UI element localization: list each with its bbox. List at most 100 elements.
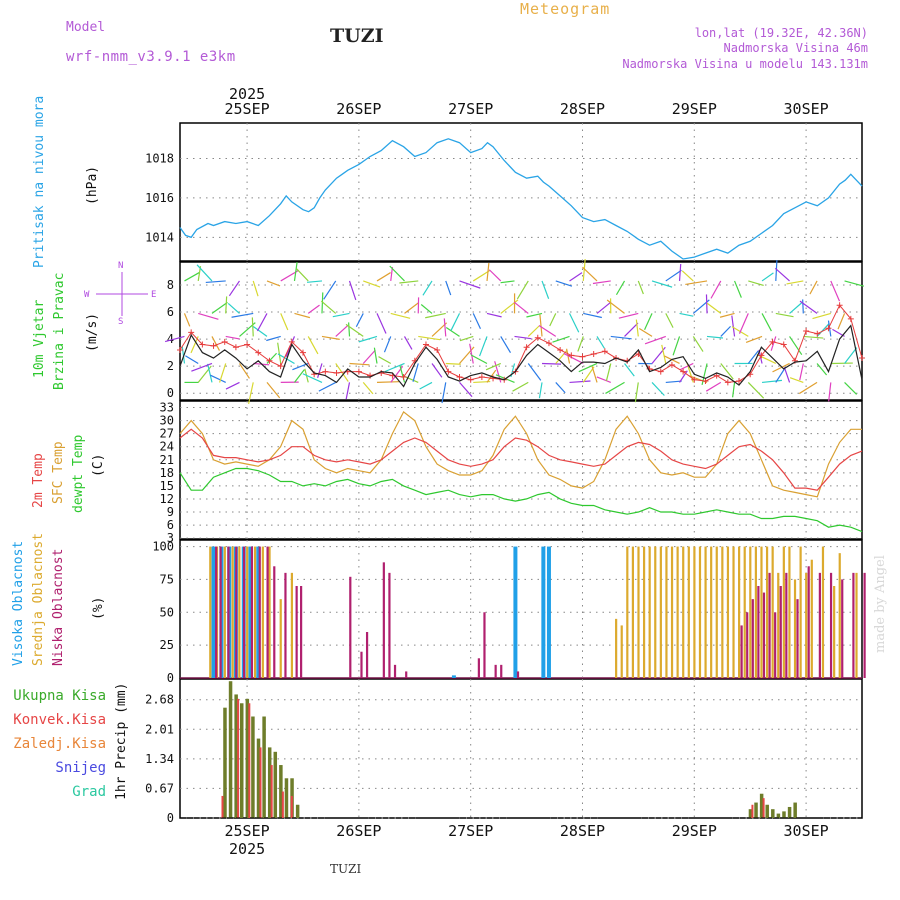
precip-bar-total (295, 804, 300, 818)
watermark-text: made by Angel (873, 555, 888, 653)
wind-arrow (592, 280, 611, 285)
y-tick-label: 1018 (145, 151, 174, 165)
wind-arrow (470, 354, 488, 364)
wind-arrow (527, 325, 540, 337)
cloud-bar-niska (740, 625, 743, 678)
wind-arrow (362, 349, 376, 364)
wind-arrow (816, 363, 828, 376)
wind-arrow (185, 355, 199, 364)
wind-arrow (207, 363, 213, 383)
cloud-bar-niska (494, 664, 497, 678)
model-elevation-label: Nadmorska Visina u modelu 143.131m (622, 57, 868, 71)
wind-arrow (761, 272, 774, 282)
cloud-bar-niska (774, 612, 777, 678)
precip-bar-total (262, 716, 266, 818)
x-tick-label-top: 30SEP (784, 100, 829, 118)
wind-arrow (210, 374, 226, 383)
wind-arrow (578, 362, 598, 373)
cloud-bar-srednja (620, 625, 623, 678)
precip-bar-convective (751, 804, 754, 818)
wind-gust-marker (579, 353, 586, 360)
product-title: Meteogram (520, 0, 611, 18)
wind-arrow (205, 280, 226, 284)
precip-bar-total (273, 751, 278, 818)
y-tick-label: 9 (167, 505, 174, 519)
wind-arrow (761, 313, 772, 332)
wind-arrow (358, 335, 378, 343)
wind-arrow (345, 382, 351, 400)
wind-arrow (527, 363, 542, 381)
wind-gust-marker (836, 302, 843, 309)
cloud-bar-srednja (223, 546, 226, 678)
wind-arrow (293, 262, 298, 282)
precip-bar-total (776, 813, 781, 818)
cloud-bar-srednja (721, 546, 724, 678)
y-tick-label: 27 (160, 427, 174, 441)
cloud-bar-srednja (799, 546, 802, 678)
cloud-bar-srednja (654, 546, 657, 678)
wind-arrow (665, 269, 682, 282)
cloud-bar-srednja (631, 546, 635, 678)
cloud-bar-niska (388, 572, 391, 678)
x-tick-label-bottom: 30SEP (784, 822, 829, 840)
watermark: made by Angel (873, 555, 888, 653)
wind-arrow (596, 302, 611, 314)
cloud-title-mid: Srednja Oblacnost (31, 533, 46, 666)
cloud-bar-niska (393, 664, 397, 678)
wind-arrow (775, 259, 778, 281)
y-tick-label: 75 (160, 572, 174, 586)
wind-arrow (266, 280, 281, 287)
wind-arrow (738, 313, 749, 334)
wind-arrow (830, 280, 841, 302)
wind-arrow (516, 280, 529, 300)
wind-gust-marker (702, 378, 709, 385)
wind-arrow (376, 272, 391, 282)
wind-arrow (706, 335, 724, 339)
compass-n: N (118, 261, 123, 271)
wind-arrow (692, 336, 704, 352)
x-tick-label-top: 29SEP (672, 100, 717, 118)
wind-arrow (445, 326, 460, 337)
wind-arrow (345, 323, 364, 337)
wind-arrow (296, 268, 309, 282)
wind-arrow (389, 265, 405, 282)
wind-arrow (418, 335, 441, 341)
y-tick-label: 25 (160, 638, 174, 652)
wind-gust-marker (590, 351, 597, 357)
wind-arrow (500, 280, 515, 284)
wind-arrow (248, 382, 254, 405)
y-tick-label: 15 (160, 479, 174, 493)
wind-arrow (569, 272, 583, 282)
wind-arrow (539, 314, 543, 337)
cloud-bar-srednja (821, 546, 825, 678)
wind-gust-marker (825, 325, 832, 332)
cloud-bar-srednja (732, 546, 735, 678)
cloud-bar-srednja (693, 546, 696, 678)
wind-arrow (404, 302, 420, 314)
cloud-bar-srednja (782, 546, 785, 678)
wind-arrow (761, 379, 783, 384)
cloud-bar-niska (483, 612, 486, 678)
wind-arrow (196, 264, 213, 282)
precip-bar-convective (281, 791, 284, 818)
wind-arrow (211, 301, 228, 314)
wind-arrow (549, 313, 557, 327)
wind-arrow (745, 335, 763, 343)
cloud-bar-srednja (209, 546, 212, 678)
wind-title-1: 10m Vjetar (32, 300, 47, 378)
y-tick-label: 2 (167, 359, 174, 373)
wind-arrow (798, 381, 818, 395)
wind-gust-marker (601, 348, 608, 355)
wind-arrow (294, 312, 311, 319)
wind-arrow (335, 325, 349, 337)
wind-gust-marker (445, 368, 452, 375)
wind-gust-marker (803, 328, 810, 334)
cloud-bar-srednja (676, 546, 679, 678)
cloud-bar-srednja (665, 546, 668, 678)
cloud-bar-niska (779, 586, 782, 678)
model-label: Model (66, 20, 106, 35)
y-tick-label: 8 (167, 278, 174, 292)
cloud-bar-niska (349, 576, 352, 678)
wind-arrow (349, 362, 370, 366)
